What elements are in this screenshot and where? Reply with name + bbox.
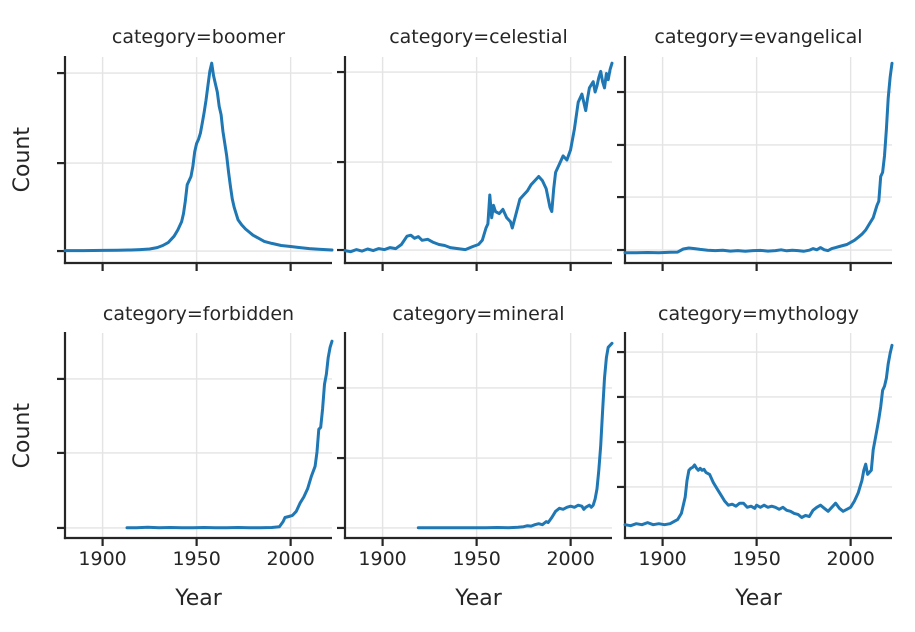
series-line xyxy=(343,61,614,254)
x-tick-label: 1900 xyxy=(78,548,127,570)
x-tick-label: 2000 xyxy=(826,548,875,570)
x-tick-label: 2000 xyxy=(266,548,315,570)
x-tick-label: 1900 xyxy=(638,548,687,570)
series-line xyxy=(63,61,334,253)
x-axis-title-col2: Year xyxy=(455,586,502,611)
series-line xyxy=(623,343,894,528)
facet-plot-mythology xyxy=(617,332,894,546)
x-tick-labels-col3: 1900 1950 2000 xyxy=(625,548,892,574)
facet-title-forbidden: category=forbidden xyxy=(102,303,295,325)
x-tick-label: 1950 xyxy=(732,548,781,570)
series-line xyxy=(416,341,614,530)
facet-title-evangelical: category=evangelical xyxy=(654,26,863,48)
y-axis-title-text: Count xyxy=(9,127,35,193)
x-tick-labels-col1: 1900 1950 2000 xyxy=(65,548,332,574)
facet-plot-evangelical xyxy=(617,56,894,271)
facet-plot-boomer xyxy=(57,56,334,271)
facet-plot-celestial xyxy=(337,56,614,271)
y-axis-title-row2: Count xyxy=(4,333,40,538)
x-tick-label: 2000 xyxy=(546,548,595,570)
facet-plot-forbidden xyxy=(57,332,334,546)
x-tick-label: 1950 xyxy=(172,548,221,570)
x-axis-title-col3: Year xyxy=(735,586,782,611)
facet-title-mythology: category=mythology xyxy=(658,303,859,325)
facet-title-mineral: category=mineral xyxy=(392,303,565,325)
x-tick-labels-col2: 1900 1950 2000 xyxy=(345,548,612,574)
series-line xyxy=(125,339,334,530)
facet-title-boomer: category=boomer xyxy=(111,26,286,48)
x-axis-title-col1: Year xyxy=(175,586,222,611)
y-axis-title-text: Count xyxy=(9,402,35,469)
facet-title-celestial: category=celestial xyxy=(389,26,568,48)
y-axis-title-row1: Count xyxy=(4,57,40,263)
x-tick-label: 1950 xyxy=(452,548,501,570)
x-tick-label: 1900 xyxy=(358,548,407,570)
series-line xyxy=(623,61,894,255)
facet-plot-mineral xyxy=(337,332,614,546)
